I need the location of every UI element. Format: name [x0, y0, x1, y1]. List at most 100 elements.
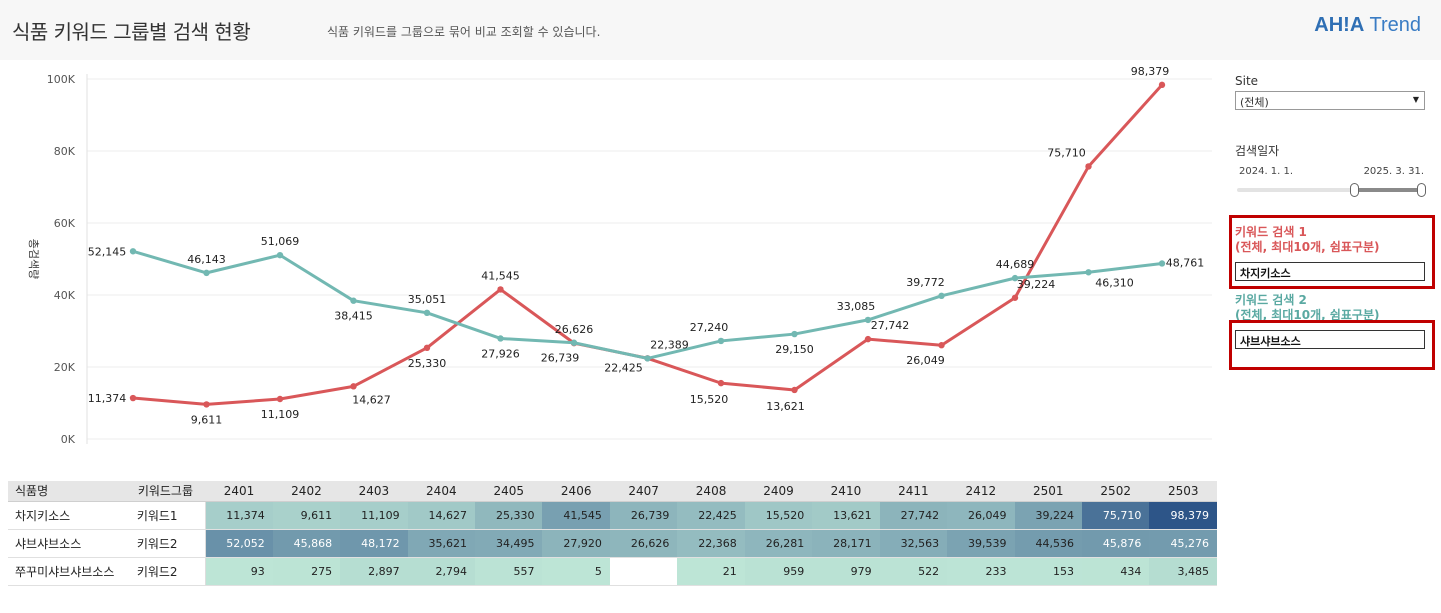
table-cell-value[interactable]: 26,049	[947, 501, 1015, 530]
table-cell-value[interactable]: 26,626	[609, 529, 678, 558]
table-row[interactable]: 차지키소스 키워드1 11,374 9,611 11,109 14,627 25,330 41…	[8, 501, 1217, 530]
data-label: 48,761	[1166, 256, 1205, 269]
table-cell-value[interactable]: 2,897	[340, 557, 408, 586]
table-cell-value[interactable]: 26,281	[744, 529, 813, 558]
data-point	[497, 335, 504, 342]
table-cell-value[interactable]: 557	[475, 557, 543, 586]
data-label: 14,627	[352, 393, 391, 406]
table-cell-value[interactable]: 2,794	[407, 557, 476, 586]
table-cell-value[interactable]: 45,876	[1081, 529, 1150, 558]
date-slider-start-handle[interactable]	[1350, 183, 1359, 197]
table-cell-value[interactable]: 52,052	[205, 529, 273, 558]
table-cell-value[interactable]: 75,710	[1081, 501, 1150, 530]
data-point	[570, 339, 578, 346]
data-label: 11,374	[88, 392, 127, 405]
table-cell-value[interactable]: 44,536	[1014, 529, 1082, 558]
date-filter-label: 검색일자	[1235, 144, 1280, 158]
date-start-label: 2024. 1. 1.	[1239, 166, 1294, 177]
table-cell-value[interactable]: 32,563	[879, 529, 948, 558]
table-cell-value[interactable]: 15,520	[744, 501, 813, 530]
table-cell-value[interactable]: 25,330	[475, 501, 543, 530]
table-body: 차지키소스 키워드1 11,374 9,611 11,109 14,627 25,330 41…	[8, 501, 1217, 586]
keyword2-highlight-box	[1229, 320, 1435, 370]
y-tick-label: 40K	[54, 289, 76, 302]
table-cell-value[interactable]: 22,425	[677, 501, 745, 530]
data-label: 27,926	[481, 347, 520, 360]
table-cell-value[interactable]: 9,611	[272, 501, 341, 530]
table-cell-value[interactable]: 39,539	[947, 529, 1015, 558]
table-cell-value[interactable]: 28,171	[812, 529, 880, 558]
data-label: 22,425	[604, 361, 643, 374]
table-cell-value[interactable]: 13,621	[812, 501, 880, 530]
data-point	[497, 286, 504, 293]
table-cell-value[interactable]: 26,739	[609, 501, 678, 530]
monthly-search-table: 식품명 키워드그룹 2401 2402 2403 2404 2405 2406 2407 24…	[8, 481, 1217, 586]
table-row[interactable]: 쭈꾸미샤브샤브소스 키워드2 93 275 2,897 2,794 557 5 21 959 979…	[8, 557, 1217, 586]
table-cell-value[interactable]: 45,276	[1149, 529, 1217, 558]
table-cell-value[interactable]	[609, 557, 678, 586]
data-label: 26,626	[555, 323, 594, 336]
data-label: 27,240	[690, 321, 729, 334]
table-cell-value[interactable]: 979	[812, 557, 880, 586]
data-label: 41,545	[481, 269, 520, 282]
table-cell-value[interactable]: 45,868	[272, 529, 341, 558]
table-cell-value[interactable]: 48,172	[340, 529, 408, 558]
date-slider-end-handle[interactable]	[1417, 183, 1426, 197]
site-select[interactable]: (전체) ▼	[1235, 91, 1425, 110]
y-tick-label: 20K	[54, 361, 76, 374]
table-cell-value[interactable]: 275	[272, 557, 341, 586]
data-point	[350, 383, 357, 390]
table-cell-value[interactable]: 434	[1081, 557, 1150, 586]
table-cell-value[interactable]: 22,368	[677, 529, 745, 558]
table-cell-value[interactable]: 522	[879, 557, 948, 586]
filter-panel: Site (전체) ▼ 검색일자 2024. 1. 1. 2025. 3. 31…	[1226, 60, 1441, 613]
column-header-month: 2406	[542, 481, 610, 502]
table-cell-value[interactable]: 98,379	[1149, 501, 1217, 530]
column-header-month: 2410	[812, 481, 880, 502]
table-cell-value[interactable]: 41,545	[542, 501, 610, 530]
row-keyword-group: 키워드2	[130, 529, 206, 558]
table-cell-value[interactable]: 11,374	[205, 501, 273, 530]
table-cell-value[interactable]: 3,485	[1149, 557, 1217, 586]
table-cell-value[interactable]: 11,109	[340, 501, 408, 530]
keyword1-highlight-box	[1229, 215, 1435, 289]
column-header-month: 2408	[677, 481, 745, 502]
search-volume-line-chart: 0K 20K 40K 60K 80K 100K 총검색량 11,374 9,611 11,109 1…	[27, 65, 1212, 446]
site-select-value: (전체)	[1240, 96, 1269, 109]
table-row[interactable]: 샤브샤브소스 키워드2 52,052 45,868 48,172 35,621 34,495…	[8, 529, 1217, 558]
data-point	[1011, 294, 1019, 301]
data-label: 46,310	[1095, 276, 1134, 289]
data-label: 29,150	[775, 343, 814, 356]
header-bar: 식품 키워드 그룹별 검색 현황 식품 키워드를 그룹으로 묶어 비교 조회할 …	[0, 0, 1441, 60]
table-cell-value[interactable]: 233	[947, 557, 1015, 586]
row-keyword-group: 키워드2	[130, 557, 206, 586]
table-cell-value[interactable]: 35,621	[407, 529, 476, 558]
table-cell-value[interactable]: 27,742	[879, 501, 948, 530]
column-header-month: 2501	[1014, 481, 1082, 502]
keyword2-input[interactable]: 샤브샤브소스	[1235, 330, 1425, 349]
column-header-name: 식품명	[8, 481, 131, 502]
table-cell-value[interactable]: 959	[744, 557, 813, 586]
aha-trend-logo[interactable]: AH!A Trend	[1314, 14, 1421, 37]
table-cell-value[interactable]: 21	[677, 557, 745, 586]
table-cell-value[interactable]: 27,920	[542, 529, 610, 558]
table-cell-value[interactable]: 39,224	[1014, 501, 1082, 530]
page-title: 식품 키워드 그룹별 검색 현황	[12, 20, 251, 44]
data-label: 26,049	[906, 354, 945, 367]
table-cell-value[interactable]: 14,627	[407, 501, 476, 530]
keyword2-title: 키워드 검색 2 (전체, 최대10개, 쉼표구분)	[1235, 293, 1380, 323]
table-cell-value[interactable]: 153	[1014, 557, 1082, 586]
table-cell-value[interactable]: 34,495	[475, 529, 543, 558]
date-slider-track[interactable]	[1237, 188, 1422, 192]
keyword1-input[interactable]: 차지키소스	[1235, 262, 1425, 281]
data-point	[938, 292, 945, 300]
logo-suffix: Trend	[1369, 14, 1421, 36]
data-point	[1085, 269, 1092, 276]
site-filter-label: Site	[1235, 74, 1259, 88]
data-label: 75,710	[1047, 146, 1086, 159]
data-label: 13,621	[766, 400, 805, 413]
table-cell-value[interactable]: 5	[542, 557, 610, 586]
table-cell-value[interactable]: 93	[205, 557, 273, 586]
data-point	[129, 248, 137, 255]
data-point	[1085, 163, 1092, 170]
